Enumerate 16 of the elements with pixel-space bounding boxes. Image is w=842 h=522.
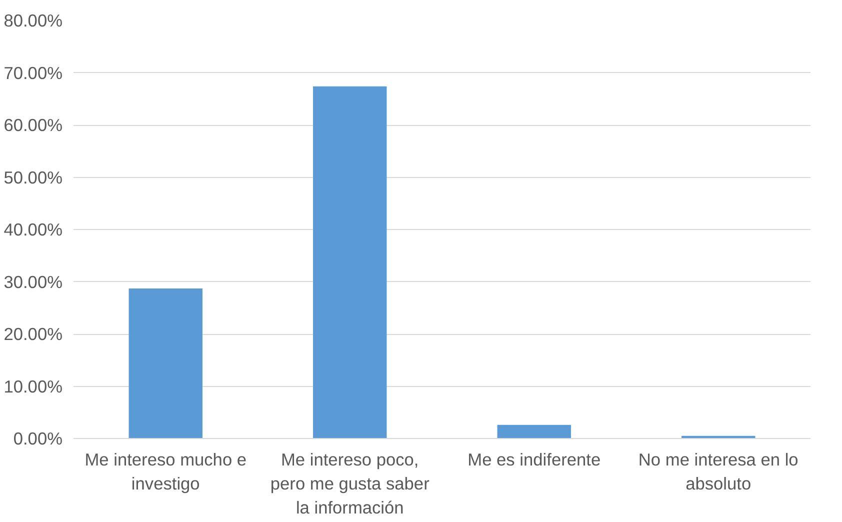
y-tick-label: 80.00% <box>4 10 63 30</box>
y-tick-label: 20.00% <box>4 324 63 344</box>
y-tick-label: 10.00% <box>4 376 63 396</box>
bar <box>497 424 571 438</box>
bar <box>128 288 202 438</box>
x-tick-label: Me es indiferente <box>468 450 601 470</box>
x-tick-label: No me interesa en lo absoluto <box>638 450 798 494</box>
y-tick-label: 30.00% <box>4 272 63 292</box>
bar <box>313 86 387 438</box>
y-tick-label: 60.00% <box>4 115 63 135</box>
x-tick-label: Me intereso mucho e investigo <box>84 450 247 494</box>
y-tick-label: 50.00% <box>4 167 63 188</box>
x-tick-label: Me intereso poco, pero me gusta saber la información <box>270 450 430 518</box>
y-tick-label: 70.00% <box>4 62 63 83</box>
y-tick-label: 40.00% <box>4 220 63 240</box>
y-tick-label: 0.00% <box>13 428 63 448</box>
